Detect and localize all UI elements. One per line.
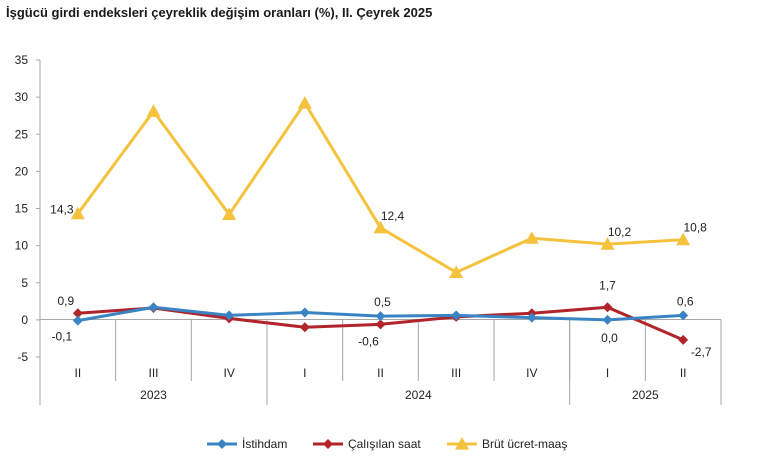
calisilan-saat-point — [602, 302, 613, 313]
istihdam-data-label: 0,0 — [601, 331, 618, 345]
x-quarter-label: III — [451, 366, 461, 380]
calisilan-saat-point — [375, 319, 386, 330]
istihdam-point — [602, 314, 613, 325]
brut-ucret-maas-point — [600, 237, 615, 250]
istihdam-point — [375, 311, 386, 322]
y-tick-label: 10 — [15, 239, 29, 253]
legend-istihdam-label: İstihdam — [242, 437, 287, 451]
calisilan-saat-data-label: -0,6 — [358, 334, 379, 348]
y-tick-label: 5 — [21, 276, 28, 290]
brut-ucret-maas-data-label: 10,2 — [608, 225, 632, 239]
x-year-label: 2024 — [405, 388, 432, 402]
istihdam-data-label: 0,6 — [677, 294, 694, 308]
legend-istihdam-marker — [217, 439, 227, 449]
istihdam-point — [224, 310, 235, 321]
x-quarter-label: IV — [223, 366, 234, 380]
brut-ucret-maas-point — [146, 104, 161, 117]
istihdam-data-label: 0,5 — [374, 295, 391, 309]
calisilan-saat-point — [299, 322, 310, 333]
calisilan-saat-point — [72, 308, 83, 319]
istihdam-point — [148, 302, 159, 313]
brut-ucret-maas-data-label: 12,4 — [381, 209, 405, 223]
x-quarter-label: IV — [526, 366, 537, 380]
brut-ucret-maas-point — [524, 231, 539, 244]
brut-ucret-maas-data-label: 10,8 — [683, 221, 707, 235]
calisilan-saat-point — [678, 334, 689, 345]
x-quarter-label: II — [680, 366, 687, 380]
legend-brut-ucret-maas-marker — [455, 437, 469, 450]
y-tick-label: 35 — [15, 53, 29, 67]
brut-ucret-maas-point — [222, 207, 237, 221]
calisilan-saat-data-label: 1,7 — [599, 278, 616, 292]
y-tick-label: 0 — [21, 313, 28, 327]
x-quarter-label: II — [377, 366, 384, 380]
y-tick-label: 15 — [15, 202, 29, 216]
y-tick-label: 20 — [15, 164, 29, 178]
brut-ucret-maas-line — [76, 101, 684, 274]
x-year-label: 2023 — [140, 388, 167, 402]
y-tick-label: 30 — [15, 90, 29, 104]
brut-ucret-maas-point — [373, 220, 388, 234]
istihdam-point — [299, 307, 310, 318]
istihdam-point — [678, 310, 689, 321]
chart-title: İşgücü girdi endeksleri çeyreklik değişi… — [6, 5, 433, 20]
legend-calisilan-saat-marker — [323, 439, 333, 449]
istihdam-point — [526, 312, 537, 323]
brut-ucret-maas-point — [297, 96, 312, 109]
istihdam-data-label: -0,1 — [51, 330, 72, 344]
calisilan-saat-data-label: -2,7 — [691, 345, 712, 359]
y-tick-label: 25 — [15, 127, 29, 141]
brut-ucret-maas-point — [449, 265, 464, 278]
x-year-label: 2025 — [632, 388, 659, 402]
x-quarter-label: II — [74, 366, 81, 380]
brut-ucret-maas-point — [70, 206, 85, 220]
x-quarter-label: III — [148, 366, 158, 380]
istihdam-point — [72, 315, 83, 326]
y-tick-label: -5 — [17, 350, 28, 364]
brut-ucret-maas-point — [676, 232, 691, 246]
legend-calisilan-saat-label: Çalışılan saat — [348, 437, 421, 451]
calisilan-saat-data-label: 0,9 — [57, 294, 74, 308]
brut-ucret-maas-data-label: 14,3 — [50, 203, 74, 217]
x-quarter-label: I — [303, 366, 306, 380]
legend-brut-ucret-maas-label: Brüt ücret-maaş — [482, 437, 567, 451]
x-quarter-label: I — [606, 366, 609, 380]
istihdam-point — [451, 310, 462, 321]
